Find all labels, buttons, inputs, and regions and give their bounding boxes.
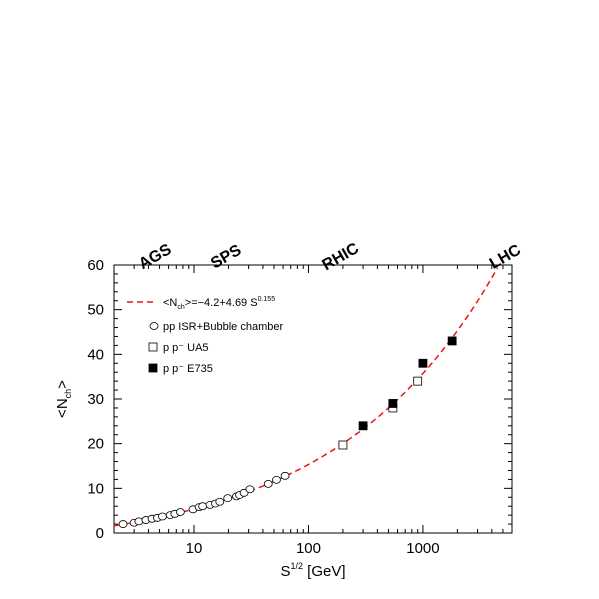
y-tick-label: 20 (87, 436, 104, 453)
legend-marker-open-square (148, 342, 158, 352)
energy-label-lhc: LHC (487, 241, 524, 272)
y-tick-label: 30 (87, 391, 104, 408)
data-point-ua5 (338, 440, 348, 450)
data-point-isr (158, 512, 167, 521)
data-point-e735 (447, 336, 457, 346)
energy-label-sps: SPS (208, 242, 245, 273)
data-points (118, 336, 457, 528)
legend-label-e735: p p⁻ E735 (163, 363, 213, 375)
data-point-isr (223, 494, 233, 503)
legend-marker-filled-square (148, 363, 158, 373)
legend-fit-label: <Nch>=−4.2+4.69 S0.155 (163, 296, 275, 311)
legend-label-ua5: p p⁻ UA5 (163, 342, 209, 354)
energy-label-rhic: RHIC (319, 240, 362, 274)
data-point-isr (280, 471, 290, 480)
x-tick-label: 100 (296, 540, 321, 557)
data-point-isr (263, 479, 273, 488)
y-tick-label: 40 (87, 346, 104, 363)
y-axis-title: <Nch> (54, 380, 73, 418)
y-tick-label: 10 (87, 480, 104, 497)
data-point-isr (118, 520, 128, 528)
legend-label-isr: pp ISR+Bubble chamber (163, 321, 283, 333)
data-point-isr (245, 485, 255, 494)
data-point-ua5 (413, 376, 423, 386)
data-point-isr (198, 502, 208, 511)
y-tick-label: 0 (96, 525, 104, 542)
data-point-e735 (358, 421, 368, 431)
x-tick-label: 1000 (406, 540, 439, 557)
x-tick-label: 10 (186, 540, 203, 557)
data-point-e735 (388, 399, 398, 408)
legend-marker-circle (149, 322, 159, 330)
x-axis-ticks: 10 100 1000 (113, 265, 513, 557)
data-point-isr (272, 475, 281, 484)
x-axis-title: S1/2 [GeV] (280, 561, 345, 580)
data-point-isr (175, 508, 185, 516)
legend: <Nch>=−4.2+4.69 S0.155 pp ISR+Bubble cha… (127, 296, 283, 375)
data-point-e735 (418, 358, 428, 368)
y-tick-label: 60 (87, 257, 104, 274)
y-tick-label: 50 (87, 302, 104, 319)
y-axis-ticks: 0 10 20 30 40 50 60 (87, 257, 512, 542)
data-point-isr (215, 497, 225, 506)
